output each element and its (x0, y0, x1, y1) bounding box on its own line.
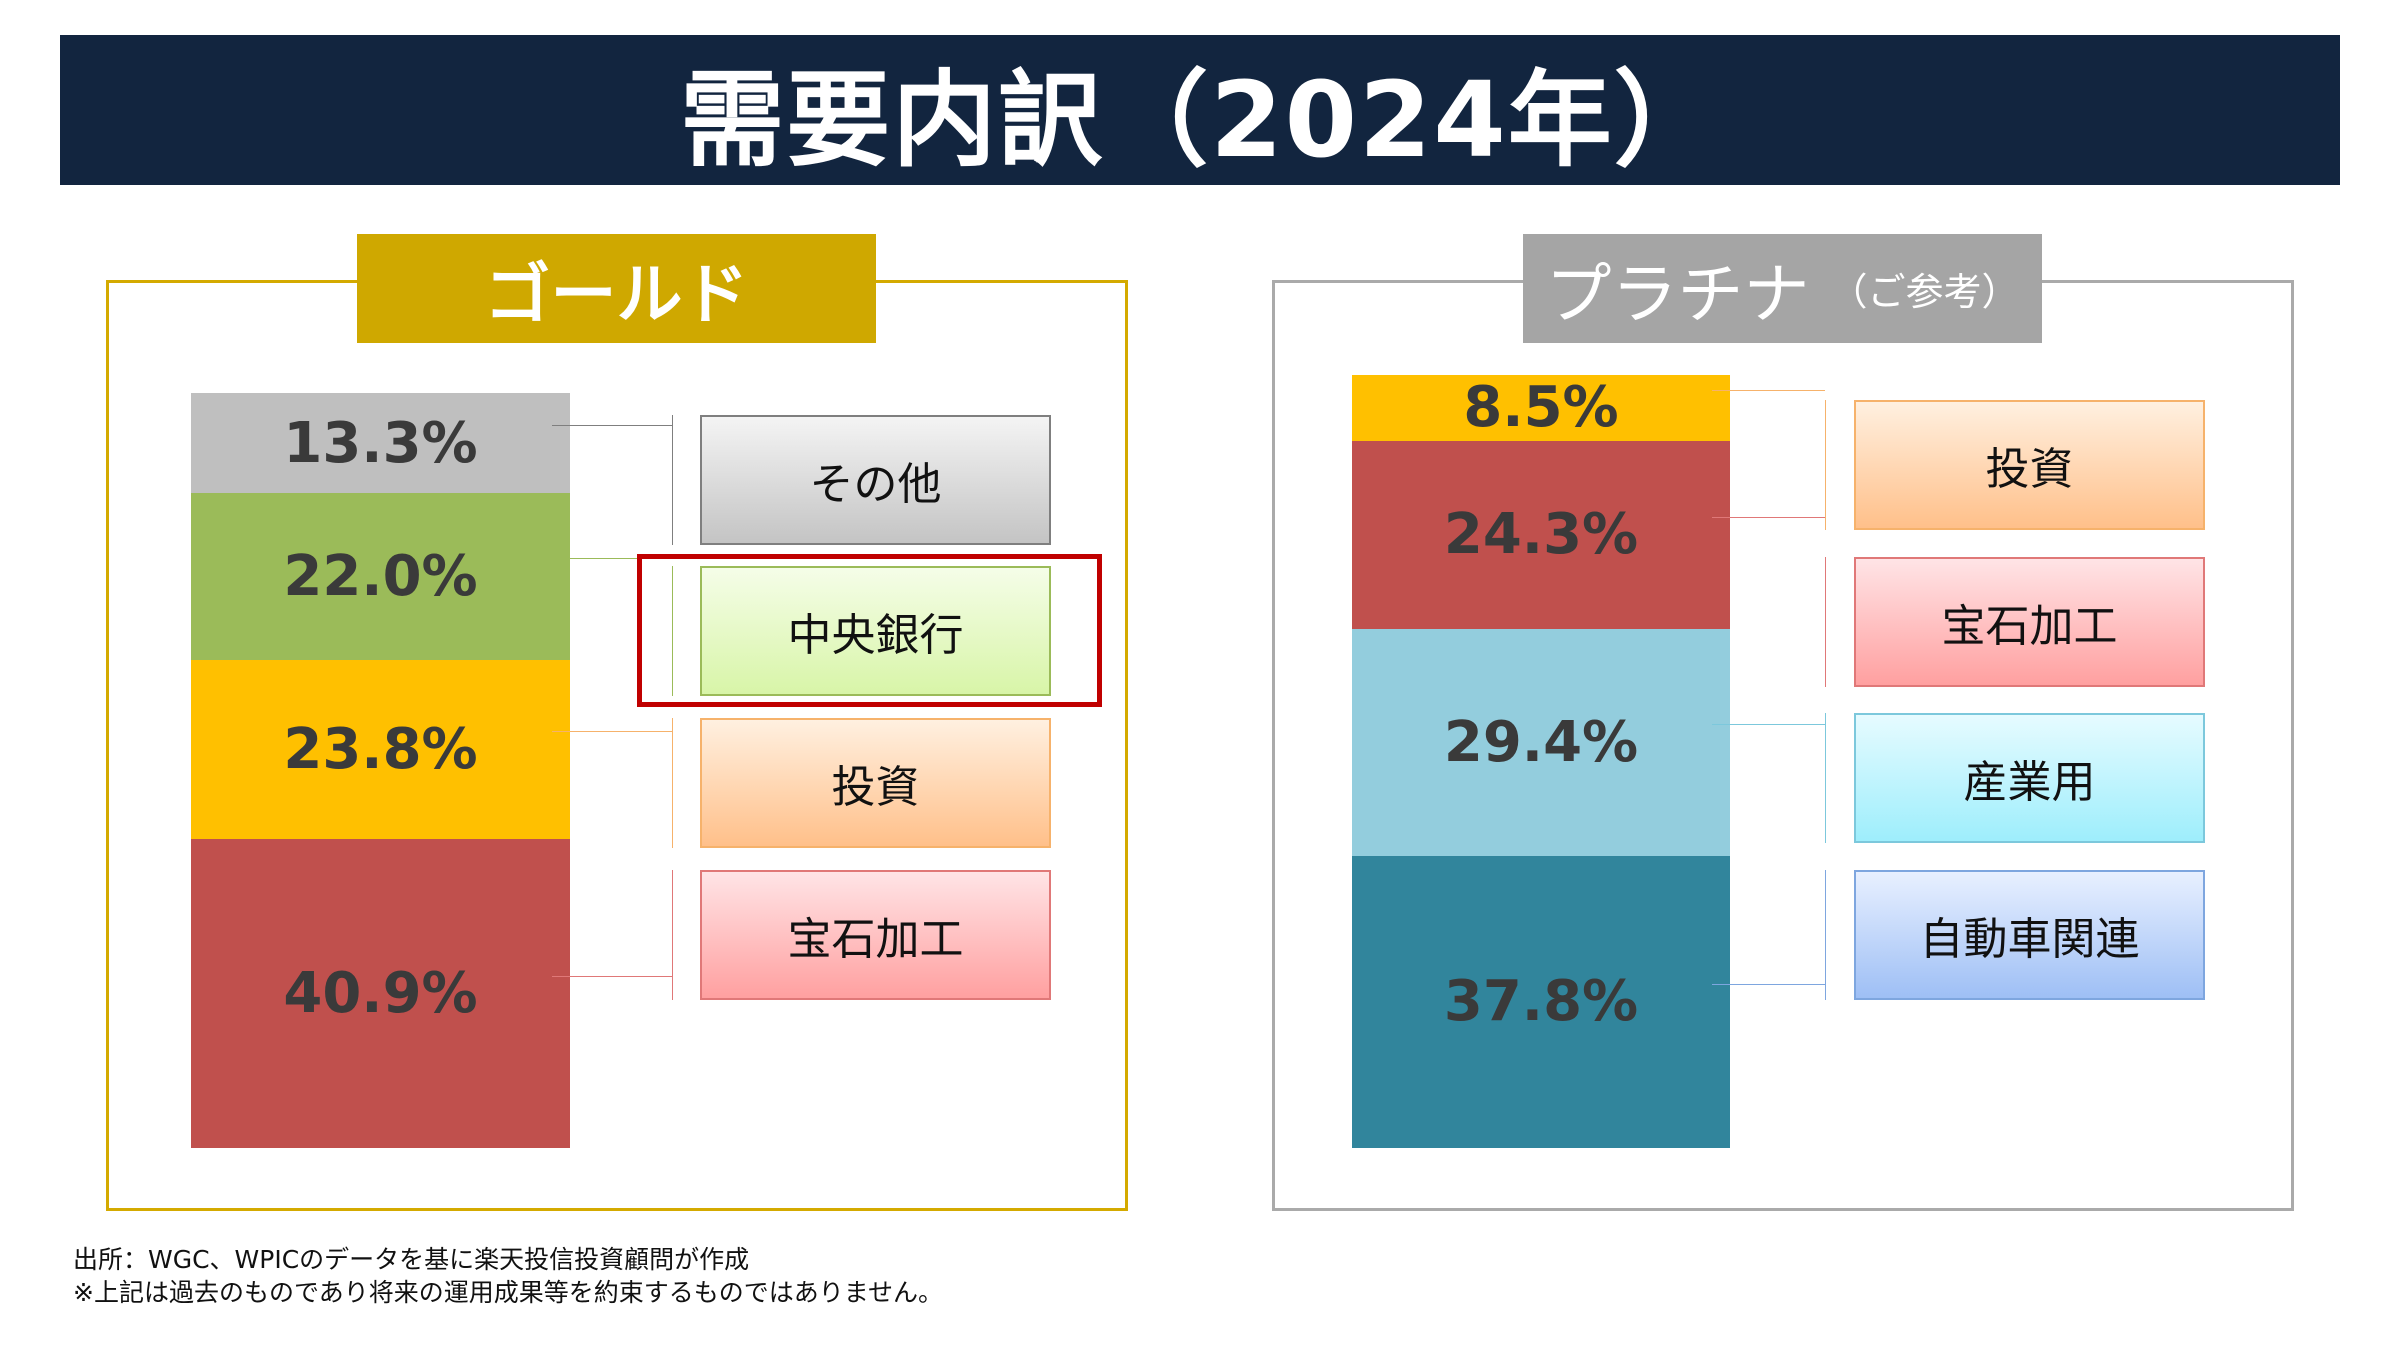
legend-box: 中央銀行 (700, 566, 1051, 696)
connector-line (1712, 516, 1825, 518)
connector-line (1825, 870, 1826, 1000)
legend-box: 宝石加工 (1854, 557, 2205, 687)
segment-value-label: 8.5% (1463, 375, 1619, 441)
segment-value-label: 37.8% (1443, 969, 1639, 1035)
segment-value-label: 24.3% (1443, 502, 1639, 568)
bar-segment-2: 29.4% (1352, 628, 1730, 856)
bar-segment-1: 22.0% (191, 493, 570, 660)
connector-line (1712, 724, 1825, 726)
gold-title: ゴールド (484, 255, 749, 333)
platinum-title: プラチナ (1545, 255, 1810, 333)
footer-disclaimer: ※上記は過去のものであり将来の運用成果等を約束するものではありません。 (73, 1278, 943, 1307)
legend-box: 投資 (700, 718, 1051, 848)
footer-source: 出所：WGC、WPICのデータを基に楽天投信投資顧問が作成 (73, 1245, 750, 1274)
connector-line (672, 415, 673, 545)
gold-header: ゴールド (357, 234, 876, 343)
segment-value-label: 22.0% (283, 543, 478, 609)
connector-line (1825, 557, 1826, 687)
connector-line (552, 558, 672, 560)
legend-label: 投資 (1985, 444, 2074, 495)
legend-label: 投資 (831, 762, 920, 813)
legend-label: 産業用 (1963, 757, 2096, 808)
segment-value-label: 23.8% (283, 716, 478, 782)
connector-line (1825, 400, 1826, 530)
connector-line (552, 975, 672, 977)
highlight-box (637, 554, 1102, 707)
legend-box: 投資 (1854, 400, 2205, 530)
legend-label: 宝石加工 (1941, 601, 2118, 652)
connector-line (1712, 983, 1825, 985)
legend-box: 宝石加工 (700, 870, 1051, 1000)
legend-label: 自動車関連 (1919, 914, 2140, 965)
connector-line (672, 718, 673, 848)
platinum-title-note: （ご参考） (1829, 270, 2020, 314)
connector-line (1825, 713, 1826, 843)
connector-line (1712, 389, 1825, 391)
connector-line (672, 566, 673, 696)
legend-box: 自動車関連 (1854, 870, 2205, 1000)
platinum-header: プラチナ （ご参考） (1523, 234, 2042, 343)
legend-box: 産業用 (1854, 713, 2205, 843)
bar-segment-0: 13.3% (191, 393, 570, 494)
legend-label: 宝石加工 (787, 914, 964, 965)
segment-value-label: 29.4% (1443, 709, 1639, 775)
connector-line (672, 870, 673, 1000)
connector-line (552, 731, 672, 733)
legend-label: その他 (809, 459, 942, 510)
bar-segment-0: 8.5% (1352, 375, 1730, 441)
legend-box: その他 (700, 415, 1051, 545)
bar-segment-3: 40.9% (191, 839, 570, 1148)
bar-segment-2: 23.8% (191, 659, 570, 840)
bar-segment-1: 24.3% (1352, 440, 1730, 629)
segment-value-label: 13.3% (283, 410, 478, 476)
connector-line (552, 425, 672, 427)
bar-segment-3: 37.8% (1352, 855, 1730, 1148)
segment-value-label: 40.9% (283, 961, 478, 1027)
page-title: 需要内訳（2024年） (60, 35, 2340, 185)
legend-label: 中央銀行 (787, 610, 964, 661)
